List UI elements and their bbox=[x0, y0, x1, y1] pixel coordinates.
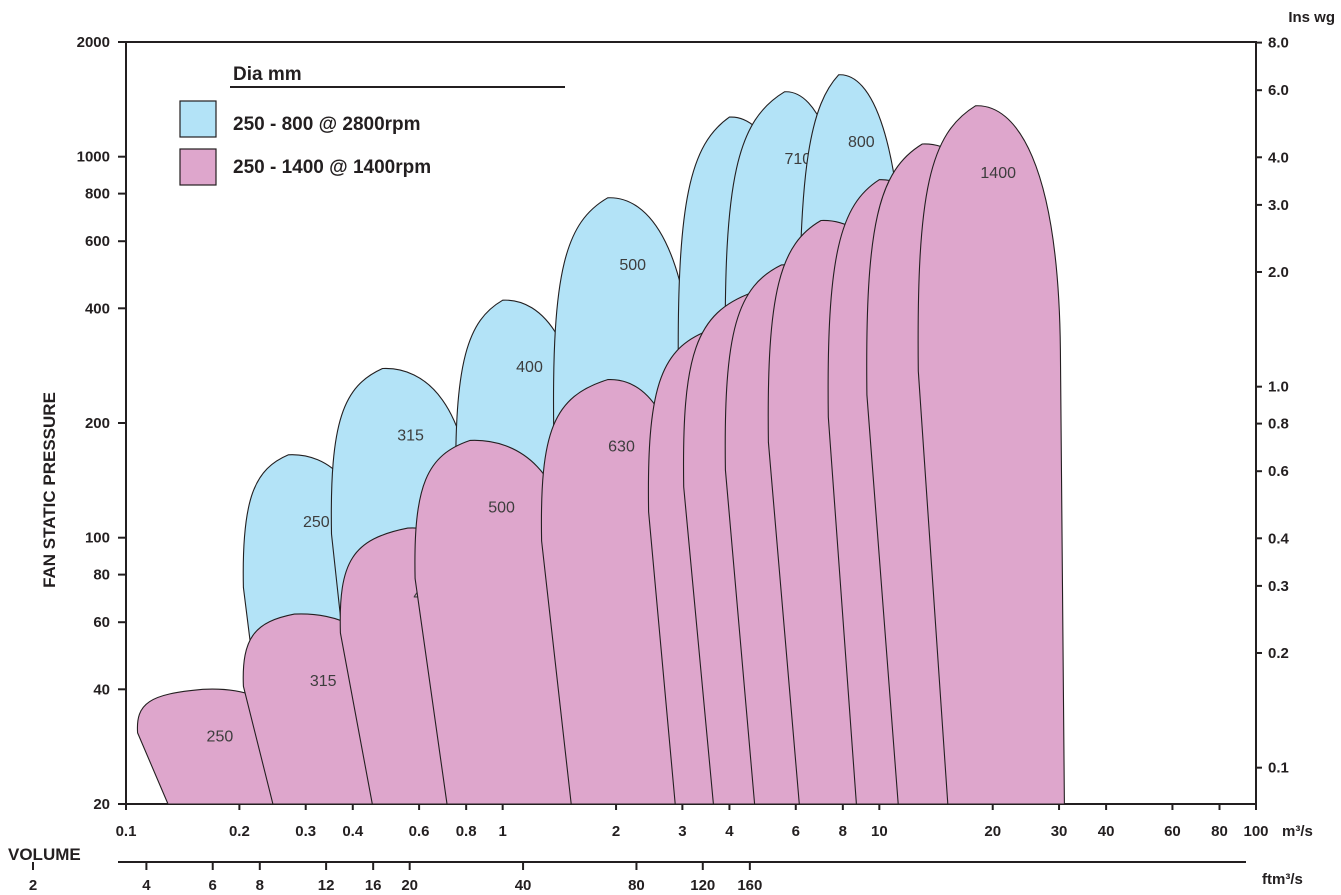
x2-tick-12: 12 bbox=[318, 877, 335, 894]
legend-swatch-1400rpm bbox=[179, 148, 217, 186]
x-tick-0-6: 0.6 bbox=[409, 823, 430, 840]
x-tick-8: 8 bbox=[839, 823, 847, 840]
y-axis-title: FAN STATIC PRESSURE bbox=[40, 392, 59, 588]
y-tick-800: 800 bbox=[85, 186, 110, 203]
zone-label-2800rpm-500: 500 bbox=[619, 257, 646, 274]
right-tick-0-2: 0.2 bbox=[1268, 645, 1289, 662]
x-tick-0-1: 0.1 bbox=[116, 823, 137, 840]
x-tick-20: 20 bbox=[984, 823, 1001, 840]
right-tick-1-0: 1.0 bbox=[1268, 379, 1289, 396]
right-tick-0-4: 0.4 bbox=[1268, 530, 1290, 547]
y-tick-60: 60 bbox=[93, 614, 110, 631]
x-tick-100: 100 bbox=[1243, 823, 1268, 840]
x2-tick-120: 120 bbox=[690, 877, 715, 894]
right-tick-0-8: 0.8 bbox=[1268, 416, 1289, 433]
x2-tick-80: 80 bbox=[628, 877, 645, 894]
x2-tick-160: 160 bbox=[737, 877, 762, 894]
zone-label-2800rpm-800: 800 bbox=[848, 134, 875, 151]
zone-label-1400rpm-1400: 1400 bbox=[980, 165, 1016, 182]
zone-1400rpm-1400 bbox=[917, 105, 1065, 805]
x-tick-0-3: 0.3 bbox=[295, 823, 316, 840]
y-tick-80: 80 bbox=[93, 567, 110, 584]
legend-label-1400rpm: 250 - 1400 @ 1400rpm bbox=[233, 157, 431, 178]
right-tick-0-6: 0.6 bbox=[1268, 463, 1289, 480]
x-axis-secondary-unit: ftm³/s bbox=[1262, 871, 1303, 888]
zone-label-2800rpm-710: 710 bbox=[784, 151, 811, 168]
zone-label-2800rpm-400: 400 bbox=[516, 359, 543, 376]
legend: Dia mm 250 - 800 @ 2800rpm 250 - 1400 @ … bbox=[179, 64, 565, 186]
y-tick-600: 600 bbox=[85, 233, 110, 250]
x-tick-0-2: 0.2 bbox=[229, 823, 250, 840]
zone-label-1400rpm-315: 315 bbox=[310, 673, 337, 690]
right-axis-ticks: 8.0 6.0 4.0 3.0 2.0 1.0 0.8 0.6 0.4 0.3 0.2 0.1 bbox=[1256, 35, 1290, 777]
x-tick-0-8: 0.8 bbox=[456, 823, 477, 840]
legend-label-2800rpm: 250 - 800 @ 2800rpm bbox=[233, 114, 421, 135]
x-axis-primary-ticks: 0.1 0.2 0.3 0.4 0.6 0.8 1 2 3 4 6 8 10 20 30 40 60 80 100 bbox=[116, 804, 1269, 840]
x-tick-6: 6 bbox=[792, 823, 800, 840]
series-1400rpm-zones: 2503154005006307108009001000112012501400 bbox=[136, 105, 1065, 805]
y-tick-400: 400 bbox=[85, 300, 110, 317]
y-tick-40: 40 bbox=[93, 681, 110, 698]
right-tick-0-1: 0.1 bbox=[1268, 760, 1289, 777]
x-tick-1: 1 bbox=[498, 823, 506, 840]
x2-tick-16: 16 bbox=[365, 877, 382, 894]
y-tick-200: 200 bbox=[85, 415, 110, 432]
x-tick-0-4: 0.4 bbox=[342, 823, 364, 840]
x-axis-title: VOLUME bbox=[8, 845, 81, 864]
right-tick-0-3: 0.3 bbox=[1268, 578, 1289, 595]
x-tick-40: 40 bbox=[1098, 823, 1115, 840]
right-axis-unit: Ins wg bbox=[1288, 9, 1335, 26]
zone-label-2800rpm-315: 315 bbox=[397, 428, 424, 445]
y-axis-ticks: 2000 1000 800 600 400 200 100 80 60 40 20 bbox=[77, 34, 126, 813]
x-tick-60: 60 bbox=[1164, 823, 1181, 840]
x-axis-primary-unit: m³/s bbox=[1282, 823, 1313, 840]
x2-tick-40: 40 bbox=[515, 877, 532, 894]
zone-label-1400rpm-500: 500 bbox=[488, 499, 515, 516]
x2-tick-8: 8 bbox=[256, 877, 264, 894]
x-tick-3: 3 bbox=[678, 823, 686, 840]
legend-title: Dia mm bbox=[233, 64, 302, 85]
x-tick-4: 4 bbox=[725, 823, 734, 840]
right-tick-6-0: 6.0 bbox=[1268, 82, 1289, 99]
y-tick-2000: 2000 bbox=[77, 34, 110, 51]
right-tick-4-0: 4.0 bbox=[1268, 149, 1289, 166]
x-tick-2: 2 bbox=[612, 823, 620, 840]
legend-swatch-2800rpm bbox=[179, 100, 217, 138]
zone-label-2800rpm-250: 250 bbox=[303, 514, 330, 531]
y-tick-20: 20 bbox=[93, 796, 110, 813]
y-tick-100: 100 bbox=[85, 530, 110, 547]
right-tick-3-0: 3.0 bbox=[1268, 197, 1289, 214]
right-tick-2-0: 2.0 bbox=[1268, 264, 1289, 281]
x-tick-10: 10 bbox=[871, 823, 888, 840]
zone-label-1400rpm-630: 630 bbox=[608, 439, 635, 456]
y-tick-1000: 1000 bbox=[77, 149, 110, 166]
x2-tick-20: 20 bbox=[401, 877, 418, 894]
x2-tick-4: 4 bbox=[142, 877, 151, 894]
x2-tick-2: 2 bbox=[29, 877, 37, 894]
zone-label-1400rpm-250: 250 bbox=[207, 728, 234, 745]
x-axis-secondary-ticks: 0.250.511.524681216204080120160 bbox=[29, 862, 762, 894]
x-tick-30: 30 bbox=[1051, 823, 1068, 840]
x2-tick-6: 6 bbox=[209, 877, 217, 894]
x-tick-80: 80 bbox=[1211, 823, 1228, 840]
right-tick-8-0: 8.0 bbox=[1268, 35, 1289, 52]
